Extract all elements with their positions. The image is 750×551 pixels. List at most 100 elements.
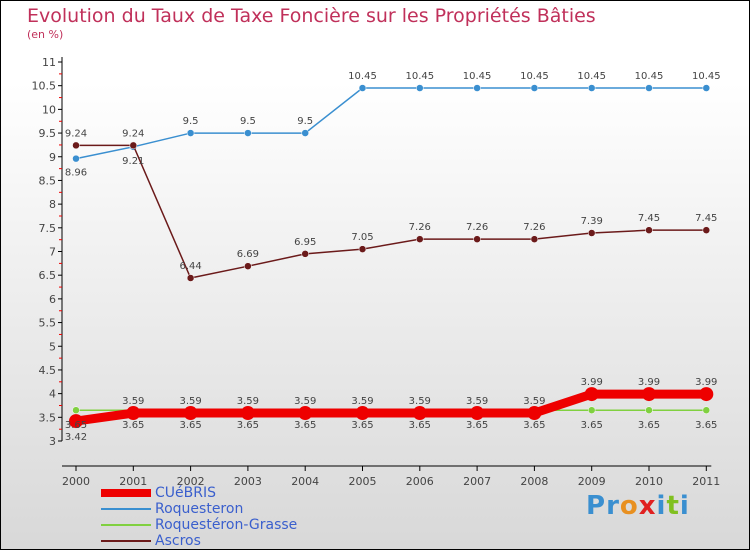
data-point	[126, 406, 141, 421]
x-tick-label: 2011	[692, 475, 720, 488]
data-label: 6.44	[179, 261, 201, 272]
data-label: 8.96	[65, 168, 87, 179]
data-label: 3.65	[351, 420, 373, 431]
data-label: 10.45	[348, 71, 377, 82]
y-tick-label: 3	[49, 435, 56, 448]
x-tick-label: 2008	[520, 475, 548, 488]
data-label: 10.45	[520, 71, 549, 82]
data-label: 3.65	[179, 420, 201, 431]
legend-item: Roquesteron	[101, 501, 297, 517]
series-line-cuébris	[75, 389, 707, 426]
x-tick-label: 2002	[177, 475, 205, 488]
legend-swatch	[101, 489, 151, 497]
data-label: 10.45	[463, 71, 492, 82]
data-point	[645, 406, 653, 414]
data-point	[642, 387, 656, 402]
x-tick-label: 2000	[62, 475, 90, 488]
data-point	[183, 406, 198, 421]
data-point	[298, 406, 313, 421]
data-label: 3.59	[523, 396, 545, 407]
data-label: 6.69	[237, 249, 259, 260]
data-point	[702, 226, 711, 234]
data-point	[702, 84, 711, 92]
data-point	[416, 84, 424, 92]
data-label: 7.26	[409, 222, 431, 233]
data-point	[244, 262, 252, 270]
legend-label: CUéBRIS	[155, 485, 216, 501]
data-label: 3.59	[179, 396, 201, 407]
data-point	[240, 406, 255, 421]
x-tick-label: 2009	[578, 475, 606, 488]
y-tick-label: 7.5	[39, 222, 57, 235]
data-point	[587, 229, 596, 237]
data-label: 3.59	[122, 396, 144, 407]
data-point	[186, 129, 195, 137]
legend-swatch	[101, 508, 151, 510]
chart-title: Evolution du Taux de Taxe Foncière sur l…	[27, 5, 596, 27]
data-point	[301, 129, 309, 137]
data-point	[358, 245, 367, 253]
data-label: 6.95	[294, 237, 316, 248]
data-label: 3.65	[695, 420, 717, 431]
x-tick-label: 2006	[406, 475, 434, 488]
data-point	[584, 387, 599, 402]
data-point	[645, 84, 653, 92]
legend-swatch	[101, 540, 151, 542]
data-point	[527, 406, 542, 421]
x-tick-label: 2003	[234, 475, 262, 488]
data-point	[530, 235, 539, 243]
data-label: 7.39	[581, 216, 603, 227]
y-tick-label: 8.5	[39, 174, 57, 187]
data-label: 3.65	[409, 420, 431, 431]
data-point	[72, 406, 80, 414]
data-label: 3.65	[65, 420, 87, 431]
x-tick-label: 2010	[635, 475, 663, 488]
legend-label: Ascros	[155, 533, 201, 549]
data-label: 10.45	[692, 71, 721, 82]
data-point	[186, 274, 195, 282]
data-point	[416, 235, 424, 243]
data-point	[702, 406, 711, 414]
data-label: 3.65	[581, 420, 603, 431]
data-label: 9.5	[183, 116, 199, 127]
y-tick-label: 10.5	[32, 80, 57, 93]
data-label: 3.65	[466, 420, 488, 431]
data-point	[72, 141, 80, 150]
data-label: 3.59	[294, 396, 316, 407]
y-tick-label: 7	[49, 246, 56, 259]
series-line-ascros	[76, 144, 707, 279]
data-point	[244, 129, 252, 137]
y-tick-label: 8	[49, 198, 56, 211]
legend-item: CUéBRIS	[101, 485, 297, 501]
y-tick-label: 11	[42, 56, 56, 69]
legend-item: Ascros	[101, 533, 297, 549]
data-point	[69, 414, 83, 429]
data-point	[301, 250, 309, 258]
data-point	[473, 235, 481, 243]
data-point	[645, 226, 653, 234]
data-label: 3.59	[409, 396, 431, 407]
data-label: 10.45	[405, 71, 434, 82]
y-tick-label: 3.5	[39, 411, 57, 424]
legend-label: Roquesteron	[155, 501, 244, 517]
data-label: 3.99	[695, 377, 717, 388]
y-tick-label: 4	[49, 388, 56, 401]
data-label: 7.45	[695, 213, 717, 224]
legend: CUéBRIS Roquesteron Roquestéron-Grasse Ascr…	[101, 485, 297, 549]
y-tick-label: 9.5	[39, 127, 57, 140]
data-label: 9.24	[122, 128, 144, 139]
x-tick-label: 2001	[119, 475, 147, 488]
y-tick-label: 5	[49, 340, 56, 353]
data-label: 10.45	[577, 71, 606, 82]
data-point	[129, 141, 138, 150]
legend-swatch	[101, 524, 151, 526]
data-label: 3.59	[351, 396, 373, 407]
series-line-roquesteron	[75, 87, 707, 160]
x-tick-label: 2007	[463, 475, 491, 488]
data-label: 9.24	[65, 128, 87, 139]
data-label: 3.59	[466, 396, 488, 407]
y-axis-unit: (en %)	[27, 28, 64, 41]
y-tick-label: 9	[49, 151, 56, 164]
